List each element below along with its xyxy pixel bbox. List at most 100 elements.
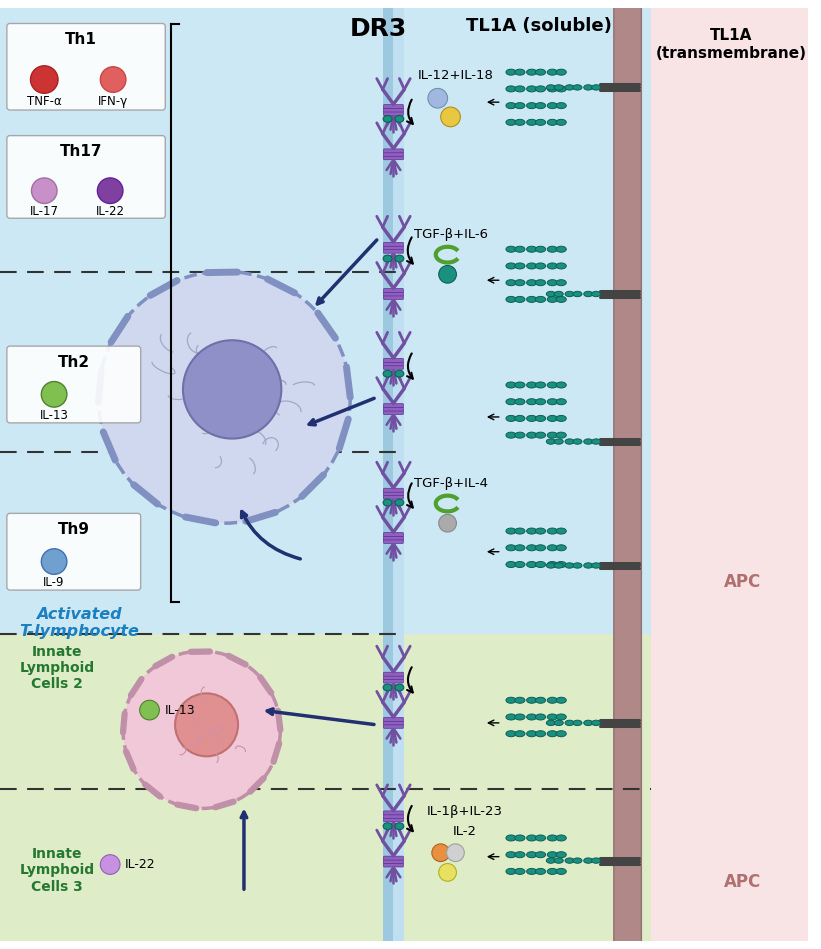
Ellipse shape — [526, 69, 537, 75]
Ellipse shape — [535, 263, 546, 269]
Ellipse shape — [515, 835, 525, 841]
Ellipse shape — [506, 246, 516, 252]
Ellipse shape — [556, 528, 566, 534]
Ellipse shape — [556, 868, 566, 874]
Ellipse shape — [584, 291, 593, 297]
Ellipse shape — [556, 399, 566, 404]
Ellipse shape — [556, 69, 566, 75]
Circle shape — [98, 177, 123, 203]
FancyBboxPatch shape — [383, 156, 403, 159]
Ellipse shape — [546, 563, 555, 568]
Circle shape — [31, 177, 57, 203]
Ellipse shape — [526, 280, 537, 286]
Ellipse shape — [506, 868, 516, 874]
Ellipse shape — [556, 102, 566, 108]
Ellipse shape — [506, 296, 516, 303]
Ellipse shape — [506, 263, 516, 269]
Ellipse shape — [556, 851, 566, 858]
FancyBboxPatch shape — [383, 717, 403, 721]
FancyBboxPatch shape — [383, 295, 403, 299]
Ellipse shape — [592, 720, 601, 726]
Text: IL-12+IL-18: IL-12+IL-18 — [418, 69, 493, 83]
Ellipse shape — [584, 438, 593, 444]
Text: TGF-β+IL-6: TGF-β+IL-6 — [414, 229, 488, 241]
Ellipse shape — [515, 868, 525, 874]
FancyBboxPatch shape — [383, 489, 403, 493]
Ellipse shape — [535, 399, 546, 404]
Ellipse shape — [395, 255, 404, 262]
FancyBboxPatch shape — [383, 724, 403, 728]
Ellipse shape — [535, 69, 546, 75]
Ellipse shape — [383, 684, 392, 691]
Ellipse shape — [592, 291, 601, 297]
Text: TL1A (soluble): TL1A (soluble) — [466, 16, 612, 34]
FancyBboxPatch shape — [383, 407, 403, 411]
Circle shape — [123, 651, 280, 809]
Ellipse shape — [592, 563, 601, 568]
FancyBboxPatch shape — [383, 365, 403, 369]
FancyBboxPatch shape — [383, 676, 403, 679]
Text: Activated
T-lymphocyte: Activated T-lymphocyte — [19, 606, 139, 640]
Ellipse shape — [573, 291, 582, 297]
Ellipse shape — [526, 382, 537, 388]
Ellipse shape — [526, 102, 537, 108]
Ellipse shape — [556, 296, 566, 303]
FancyBboxPatch shape — [383, 411, 403, 415]
Ellipse shape — [506, 545, 516, 550]
Circle shape — [438, 514, 456, 532]
Ellipse shape — [565, 438, 574, 444]
Ellipse shape — [506, 280, 516, 286]
Ellipse shape — [548, 102, 557, 108]
Ellipse shape — [535, 246, 546, 252]
Circle shape — [428, 88, 447, 108]
Ellipse shape — [546, 720, 555, 726]
Ellipse shape — [395, 370, 404, 377]
Bar — [651, 8, 808, 941]
FancyBboxPatch shape — [383, 112, 403, 116]
Ellipse shape — [535, 382, 546, 388]
Ellipse shape — [535, 714, 546, 720]
Ellipse shape — [526, 399, 537, 404]
Ellipse shape — [548, 120, 557, 125]
FancyBboxPatch shape — [383, 863, 403, 867]
Ellipse shape — [554, 438, 563, 444]
Ellipse shape — [515, 432, 525, 438]
Text: IL-1β+IL-23: IL-1β+IL-23 — [426, 805, 502, 818]
Text: Th9: Th9 — [57, 522, 89, 537]
Ellipse shape — [515, 545, 525, 550]
FancyBboxPatch shape — [383, 860, 403, 864]
Ellipse shape — [548, 432, 557, 438]
Ellipse shape — [395, 499, 404, 506]
Ellipse shape — [556, 835, 566, 841]
Ellipse shape — [383, 499, 392, 506]
Ellipse shape — [526, 698, 537, 703]
Text: DR3: DR3 — [350, 16, 407, 41]
Ellipse shape — [506, 835, 516, 841]
Circle shape — [140, 700, 159, 720]
Circle shape — [183, 341, 282, 438]
Ellipse shape — [515, 85, 525, 92]
Ellipse shape — [526, 85, 537, 92]
Ellipse shape — [548, 714, 557, 720]
Text: IL-2: IL-2 — [452, 825, 476, 838]
Ellipse shape — [556, 698, 566, 703]
FancyBboxPatch shape — [383, 292, 403, 296]
Ellipse shape — [383, 255, 392, 262]
FancyBboxPatch shape — [7, 24, 165, 110]
Ellipse shape — [515, 731, 525, 736]
Ellipse shape — [535, 280, 546, 286]
Ellipse shape — [526, 835, 537, 841]
Ellipse shape — [515, 120, 525, 125]
FancyBboxPatch shape — [383, 359, 403, 363]
Ellipse shape — [556, 562, 566, 568]
Ellipse shape — [573, 84, 582, 90]
Ellipse shape — [506, 851, 516, 858]
Ellipse shape — [556, 545, 566, 550]
FancyBboxPatch shape — [7, 346, 140, 423]
Ellipse shape — [573, 858, 582, 864]
Ellipse shape — [515, 280, 525, 286]
Ellipse shape — [515, 399, 525, 404]
Text: Innate
Lymphoid
Cells 3: Innate Lymphoid Cells 3 — [20, 847, 94, 894]
Ellipse shape — [554, 720, 563, 726]
Ellipse shape — [515, 416, 525, 421]
